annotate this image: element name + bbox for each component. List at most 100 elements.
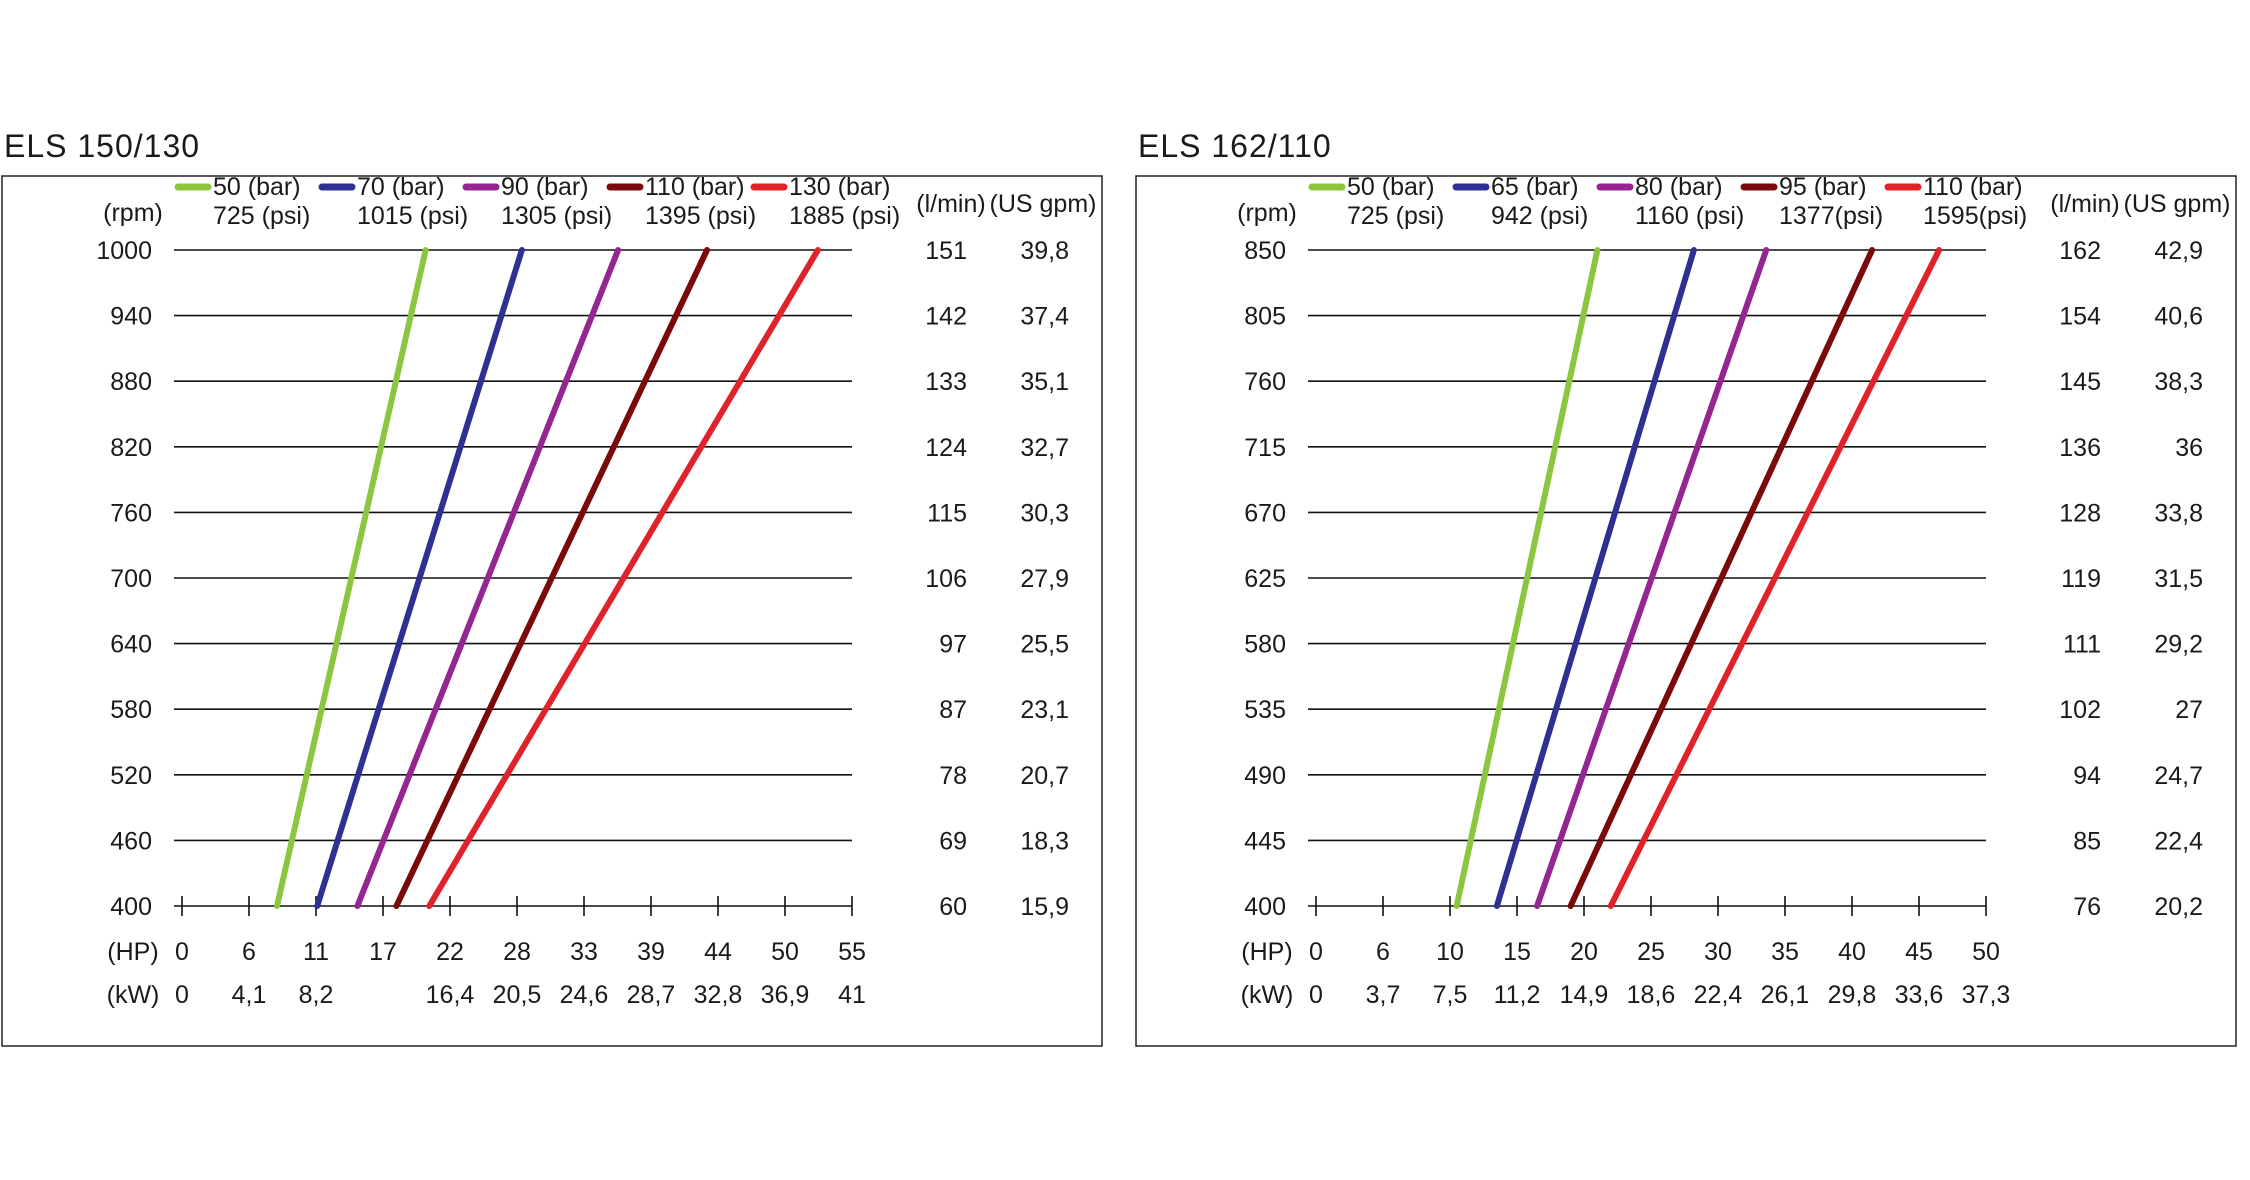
chart-svg: 1000 151 39,8 940 142 37,4 880 133 35,1 820 124 32,…: [1, 173, 1103, 1047]
flow-lmin-label: 124: [925, 434, 967, 462]
flow-lmin-label: 111: [2063, 631, 2101, 659]
rpm-tick-label: 670: [1244, 499, 1286, 527]
chart-title: ELS 162/110: [1138, 128, 1332, 164]
chart-panel-left: ELS 150/130 1000 151 39,8 940 142 37,4 880 133 3…: [0, 0, 1110, 1180]
flow-gpm-label: 25,5: [1020, 631, 1069, 659]
flow-lmin-label: 94: [2073, 762, 2101, 790]
legend-psi-label: 1305 (psi): [501, 202, 612, 230]
legend-psi-label: 725 (psi): [213, 202, 310, 230]
kw-tick-label: 29,8: [1828, 981, 1877, 1009]
hp-tick-label: 6: [1376, 938, 1390, 966]
rpm-tick-label: 535: [1244, 696, 1286, 724]
flow-gpm-label: 38,3: [2154, 368, 2203, 396]
kw-tick-label: 7,5: [1433, 981, 1468, 1009]
rpm-tick-label: 760: [1244, 368, 1286, 396]
legend-label: 90 (bar): [501, 173, 589, 201]
flow-lmin-label: 154: [2059, 303, 2101, 331]
rpm-tick-label: 700: [110, 565, 152, 593]
series-line: [1567, 247, 1876, 909]
legend-label: 80 (bar): [1635, 173, 1723, 201]
rpm-tick-label: 445: [1244, 827, 1286, 855]
kw-tick-label: 16,4: [426, 981, 475, 1009]
rpm-tick-label: 625: [1244, 565, 1286, 593]
hp-tick-label: 0: [175, 938, 189, 966]
rpm-tick-label: 400: [110, 893, 152, 921]
hp-tick-label: 30: [1704, 938, 1732, 966]
rpm-tick-label: 580: [110, 696, 152, 724]
chart-panel-right: ELS 162/110 850 162 42,9 805 154 40,6 760 145 38…: [1134, 0, 2244, 1180]
kw-tick-label: 4,1: [232, 981, 267, 1009]
hp-tick-label: 39: [637, 938, 665, 966]
flow-gpm-label: 24,7: [2154, 762, 2203, 790]
flow-gpm-label: 35,1: [1020, 368, 1069, 396]
flow-gpm-label: 22,4: [2154, 827, 2203, 855]
flow-lmin-label: 151: [925, 237, 967, 265]
kw-tick-label: 24,6: [560, 981, 609, 1009]
flow-gpm-label: 20,7: [1020, 762, 1069, 790]
series-line: [274, 247, 429, 909]
flow-lmin-axis-label: (l/min): [2050, 190, 2119, 218]
flow-gpm-label: 37,4: [1020, 303, 1069, 331]
legend-psi-label: 942 (psi): [1491, 202, 1588, 230]
flow-lmin-label: 119: [2061, 565, 2101, 593]
kw-tick-label: 37,3: [1962, 981, 2011, 1009]
series-line: [1453, 247, 1601, 909]
legend-psi-label: 1160 (psi): [1635, 202, 1744, 230]
flow-gpm-label: 18,3: [1020, 827, 1069, 855]
rpm-tick-label: 400: [1244, 893, 1286, 921]
hp-tick-label: 20: [1570, 938, 1598, 966]
flow-lmin-label: 87: [939, 696, 967, 724]
flow-lmin-label: 60: [939, 893, 967, 921]
flow-gpm-label: 42,9: [2154, 237, 2203, 265]
flow-lmin-label: 102: [2059, 696, 2101, 724]
series-line: [1534, 247, 1770, 909]
kw-tick-label: 14,9: [1560, 981, 1609, 1009]
flow-gpm-label: 27: [2175, 696, 2203, 724]
kw-tick-label: 11,2: [1494, 981, 1541, 1009]
kw-tick-label: 41: [838, 981, 866, 1009]
chart-frame: [1, 175, 1103, 1047]
legend-label: 130 (bar): [789, 173, 890, 201]
hp-axis-label: (HP): [107, 938, 158, 966]
flow-lmin-label: 106: [925, 565, 967, 593]
legend-label: 110 (bar): [1923, 173, 2023, 201]
rpm-axis-label: (rpm): [1237, 199, 1297, 227]
rpm-tick-label: 805: [1244, 303, 1286, 331]
flow-lmin-label: 133: [925, 368, 967, 396]
flow-lmin-label: 142: [925, 303, 967, 331]
kw-tick-label: 20,5: [493, 981, 542, 1009]
kw-tick-label: 28,7: [627, 981, 676, 1009]
kw-tick-label: 0: [1309, 981, 1323, 1009]
legend-label: 65 (bar): [1491, 173, 1579, 201]
flow-gpm-label: 29,2: [2154, 631, 2203, 659]
rpm-axis-label: (rpm): [103, 199, 163, 227]
legend-psi-label: 1395 (psi): [645, 202, 756, 230]
kw-tick-label: 22,4: [1694, 981, 1743, 1009]
kw-tick-label: 3,7: [1366, 981, 1401, 1009]
kw-axis-label: (kW): [107, 981, 160, 1009]
flow-lmin-label: 136: [2059, 434, 2101, 462]
hp-tick-label: 22: [436, 938, 464, 966]
rpm-tick-label: 460: [110, 827, 152, 855]
flow-gpm-label: 20,2: [2154, 893, 2203, 921]
chart-frame: [1135, 175, 2237, 1047]
flow-gpm-label: 40,6: [2154, 303, 2203, 331]
flow-gpm-label: 23,1: [1020, 696, 1069, 724]
flow-gpm-label: 39,8: [1020, 237, 1069, 265]
hp-tick-label: 28: [503, 938, 531, 966]
flow-gpm-axis-label: (US gpm): [2124, 190, 2231, 218]
flow-gpm-label: 32,7: [1020, 434, 1069, 462]
series-line: [354, 247, 622, 909]
rpm-tick-label: 640: [110, 631, 152, 659]
series-line: [426, 247, 821, 909]
legend-psi-label: 1595(psi): [1923, 202, 2027, 230]
legend-label: 95 (bar): [1779, 173, 1867, 201]
flow-lmin-label: 162: [2059, 237, 2101, 265]
legend-label: 50 (bar): [1347, 173, 1435, 201]
rpm-tick-label: 760: [110, 499, 152, 527]
flow-lmin-label: 85: [2073, 827, 2101, 855]
rpm-tick-label: 580: [1244, 631, 1286, 659]
flow-lmin-label: 76: [2073, 893, 2101, 921]
hp-tick-label: 50: [771, 938, 799, 966]
kw-tick-label: 26,1: [1761, 981, 1810, 1009]
